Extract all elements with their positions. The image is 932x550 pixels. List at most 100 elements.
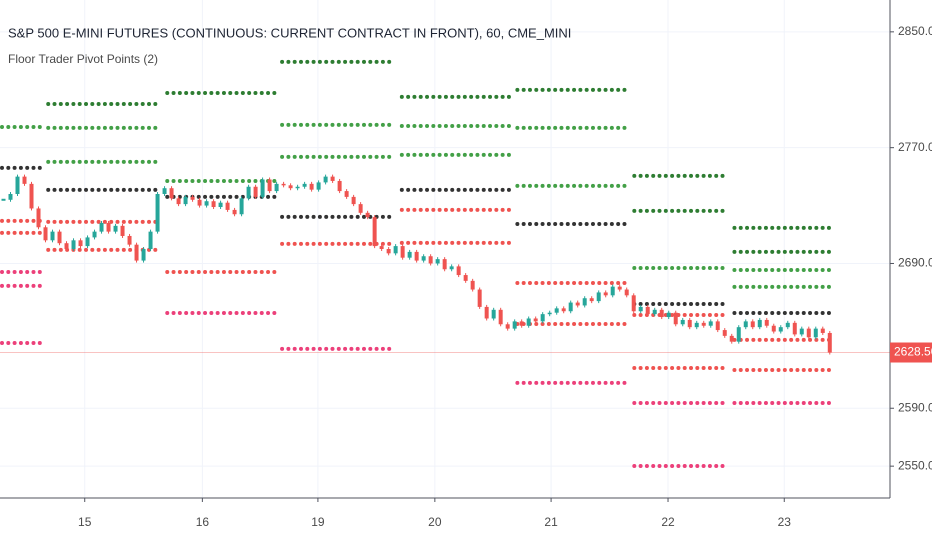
candle-body <box>778 327 783 332</box>
indicator-label: Floor Trader Pivot Points (2) <box>8 52 158 66</box>
candles <box>1 174 832 355</box>
candle-body <box>295 186 300 189</box>
candle-body <box>659 309 664 318</box>
y-tick-label: 2850.00 <box>898 24 932 38</box>
candle-body <box>22 176 27 184</box>
candle-body <box>442 259 447 270</box>
candle-body <box>106 222 111 232</box>
candle-body <box>372 217 377 247</box>
candle-body <box>127 235 132 245</box>
candle-body <box>393 246 398 254</box>
candle-body <box>113 225 118 232</box>
candle-body <box>533 318 538 322</box>
candle-body <box>596 292 601 302</box>
candle-body <box>162 188 167 194</box>
candle-body <box>638 306 643 312</box>
candle-body <box>715 321 720 331</box>
candle-body <box>666 312 671 318</box>
chart-title: S&P 500 E-MINI FUTURES (CONTINUOUS: CURR… <box>8 25 571 40</box>
x-tick-label: 22 <box>661 515 675 529</box>
candle-body <box>757 319 762 328</box>
candle-body <box>169 188 174 199</box>
candle-body <box>365 212 370 218</box>
x-tick-label: 21 <box>544 515 558 529</box>
candle-body <box>792 322 797 335</box>
candle-body <box>43 227 48 241</box>
candle-body <box>484 306 489 319</box>
candle-body <box>344 191 349 197</box>
candle-body <box>771 325 776 332</box>
candle-body <box>29 183 34 209</box>
candle-body <box>253 186 258 197</box>
axes: 2850.00 2770.00 2690.00 2590.00 2550.00 15 16 1… <box>78 24 932 529</box>
candle-body <box>50 231 55 241</box>
candle-body <box>302 183 307 187</box>
last-price-label: 2628.50 <box>894 345 932 359</box>
candle-body <box>99 222 104 232</box>
candle-body <box>470 280 475 290</box>
candle-body <box>141 249 146 261</box>
candle-body <box>190 196 195 200</box>
candle-body <box>92 231 97 238</box>
last-price-tag <box>890 342 932 363</box>
candle-body <box>575 302 580 306</box>
candle-body <box>582 298 587 306</box>
candle-body <box>750 321 755 328</box>
candle-body <box>722 330 727 336</box>
candle-body <box>785 322 790 328</box>
candle-body <box>274 183 279 192</box>
candle-body <box>547 312 552 315</box>
candle-body <box>239 198 244 215</box>
candle-body <box>134 244 139 261</box>
candle-body <box>36 208 41 228</box>
candle-body <box>183 196 188 205</box>
candle-body <box>176 198 181 205</box>
candle-body <box>491 309 496 319</box>
candle-body <box>799 328 804 335</box>
candle-body <box>414 251 419 261</box>
candle-body <box>827 332 832 353</box>
candle-body <box>463 275 468 281</box>
candle-body <box>246 186 251 199</box>
candle-body <box>323 176 328 183</box>
candle-body <box>554 308 559 313</box>
candle-body <box>260 179 265 197</box>
y-tick-label: 2550.00 <box>898 458 932 472</box>
candle-body <box>673 312 678 325</box>
candle-body <box>561 308 566 312</box>
candle-body <box>813 328 818 338</box>
candle-body <box>708 321 713 326</box>
candle-body <box>400 246 405 258</box>
candle-body <box>358 204 363 213</box>
candle-body <box>449 266 454 270</box>
candle-body <box>701 322 706 326</box>
candle-body <box>1 198 6 201</box>
candle-body <box>687 319 692 328</box>
candle-body <box>8 193 13 200</box>
candle-body <box>617 286 622 290</box>
candle-body <box>820 328 825 333</box>
candle-body <box>540 314 545 322</box>
x-tick-label: 20 <box>428 515 442 529</box>
candle-body <box>232 209 237 215</box>
candle-body <box>680 319 685 325</box>
y-tick-label: 2590.00 <box>898 400 932 414</box>
candle-body <box>610 286 615 296</box>
candle-body <box>568 302 573 312</box>
candle-body <box>379 246 384 249</box>
candle-body <box>351 196 356 205</box>
candle-body <box>218 202 223 208</box>
candle-body <box>330 176 335 181</box>
candle-body <box>64 243 69 249</box>
candle-body <box>589 298 594 302</box>
candle-body <box>85 237 90 247</box>
candle-body <box>225 202 230 210</box>
candle-body <box>288 185 293 189</box>
candle-body <box>309 183 314 190</box>
candle-body <box>806 328 811 338</box>
candle-body <box>337 180 342 192</box>
candle-body <box>736 327 741 342</box>
x-tick-label: 15 <box>78 515 92 529</box>
